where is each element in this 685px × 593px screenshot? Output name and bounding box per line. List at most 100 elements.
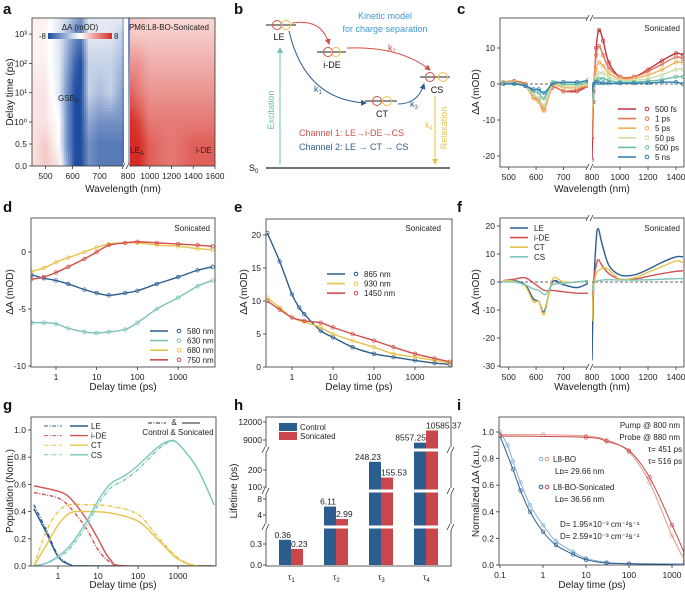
heatmap-cell xyxy=(154,99,157,103)
heatmap-cell xyxy=(98,87,101,91)
heatmap-cell xyxy=(90,105,93,109)
data-point xyxy=(53,321,59,326)
heatmap-cell xyxy=(60,42,63,46)
heatmap-cell xyxy=(144,162,147,166)
heatmap-cell xyxy=(78,60,81,64)
heatmap-cell xyxy=(210,141,213,145)
heatmap-cell xyxy=(32,45,35,49)
data-point xyxy=(289,292,295,297)
heatmap-cell xyxy=(110,60,113,64)
heatmap-cell xyxy=(96,42,99,46)
heatmap-cell xyxy=(40,108,43,112)
heatmap-cell xyxy=(136,72,139,76)
heatmap-cell xyxy=(46,126,49,130)
heatmap-cell xyxy=(114,33,117,37)
heatmap-cell xyxy=(142,123,145,127)
heatmap-cell xyxy=(168,24,171,28)
heatmap-cell xyxy=(32,21,35,25)
heatmap-cell xyxy=(104,153,107,157)
heatmap-cell xyxy=(128,72,131,76)
series-line xyxy=(591,258,684,305)
heatmap-cell xyxy=(138,96,141,100)
heatmap-cell xyxy=(130,135,133,139)
heatmap-cell xyxy=(58,108,61,112)
heatmap-cell xyxy=(38,27,41,31)
heatmap-cell xyxy=(68,45,71,49)
heatmap-cell xyxy=(202,81,205,85)
heatmap-cell xyxy=(214,66,215,70)
heatmap-cell xyxy=(98,24,101,28)
heatmap-cell xyxy=(212,75,215,79)
heatmap-cell xyxy=(174,138,177,142)
heatmap-cell xyxy=(158,45,161,49)
heatmap-cell xyxy=(140,102,143,106)
heatmap-cell xyxy=(110,147,113,151)
heatmap-cell xyxy=(186,54,189,58)
heatmap-cell xyxy=(140,39,143,43)
heatmap-cell xyxy=(162,129,165,133)
heatmap-cell xyxy=(182,144,185,148)
heatmap-cell xyxy=(206,24,209,28)
heatmap-cell xyxy=(52,60,55,64)
heatmap-cell xyxy=(152,21,155,25)
heatmap-cell xyxy=(188,18,191,22)
heatmap-cell xyxy=(164,21,167,25)
heatmap-cell xyxy=(106,48,109,52)
heatmap-cell xyxy=(146,150,149,154)
heatmap-cell xyxy=(192,102,195,106)
heatmap-cell xyxy=(60,81,63,85)
heatmap-cell xyxy=(158,153,161,157)
heatmap-cell xyxy=(64,129,67,133)
heatmap-cell xyxy=(40,126,43,130)
heatmap-cell xyxy=(70,141,73,145)
panel-label-c: c xyxy=(457,1,465,18)
heatmap-cell xyxy=(120,81,123,85)
heatmap-cell xyxy=(210,63,213,67)
heatmap-cell xyxy=(192,108,195,112)
heatmap-cell xyxy=(132,120,135,124)
heatmap-cell xyxy=(144,75,147,79)
heatmap-cell xyxy=(116,42,119,46)
heatmap-cell xyxy=(88,66,91,70)
heatmap-cell xyxy=(100,123,103,127)
heatmap-cell xyxy=(84,30,87,34)
heatmap-cell xyxy=(82,141,85,145)
heatmap-cell xyxy=(34,27,37,31)
heatmap-cell xyxy=(62,147,65,151)
heatmap-cell xyxy=(52,96,55,100)
heatmap-cell xyxy=(190,57,193,61)
heatmap-cell xyxy=(186,27,189,31)
heatmap-cell xyxy=(78,99,81,103)
heatmap-cell xyxy=(56,147,59,151)
heatmap-cell xyxy=(190,54,193,58)
heatmap-cell xyxy=(190,93,193,97)
heatmap-cell xyxy=(80,48,83,52)
heatmap-cell xyxy=(172,24,175,28)
heatmap-cell xyxy=(102,60,105,64)
heatmap-cell xyxy=(56,123,59,127)
heatmap-cell xyxy=(84,159,87,163)
heatmap-cell xyxy=(182,42,185,46)
heatmap-cell xyxy=(196,87,199,91)
heatmap-cell xyxy=(152,84,155,88)
heatmap-cell xyxy=(168,129,171,133)
heatmap-cell xyxy=(170,108,173,112)
heatmap-cell xyxy=(214,153,215,157)
heatmap-cell xyxy=(112,120,115,124)
heatmap-cell xyxy=(70,132,73,136)
heatmap-cell xyxy=(190,45,193,49)
heatmap-cell xyxy=(46,135,49,139)
heatmap-cell xyxy=(194,36,197,40)
heatmap-cell xyxy=(166,99,169,103)
heatmap-cell xyxy=(40,78,43,82)
heatmap-cell xyxy=(74,84,77,88)
heatmap-cell xyxy=(50,114,53,118)
heatmap-cell xyxy=(106,165,109,166)
heatmap-cell xyxy=(130,57,133,61)
heatmap-cell xyxy=(122,87,125,91)
heatmap-cell xyxy=(182,90,185,94)
heatmap-cell xyxy=(138,36,141,40)
heatmap-cell xyxy=(160,66,163,70)
heatmap-cell xyxy=(120,39,123,43)
heatmap-cell xyxy=(198,93,201,97)
